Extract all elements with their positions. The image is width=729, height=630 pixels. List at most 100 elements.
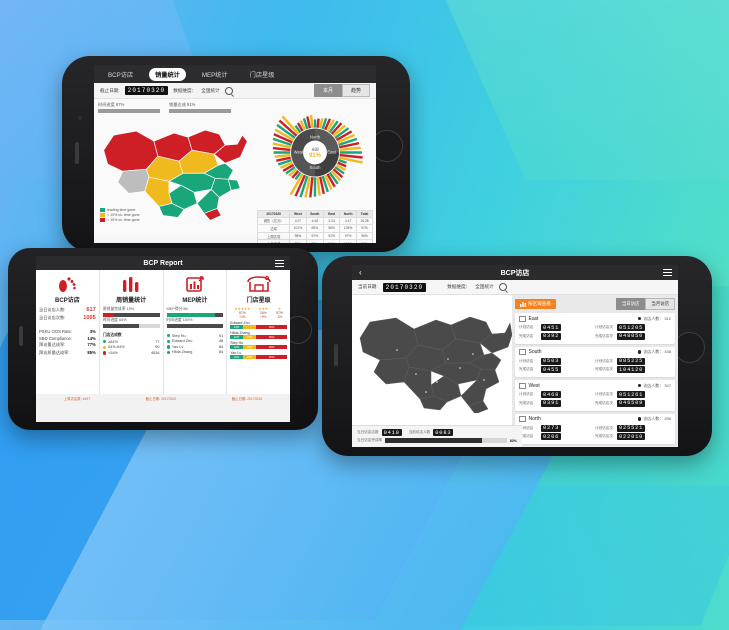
right-content: 当日访店店数 0410 当前访店人数 0083 当日访店完成率 80% xyxy=(352,295,678,447)
date-value[interactable]: 20170320 xyxy=(124,86,169,95)
tab-store-rating[interactable]: 门店星级 xyxy=(249,71,275,79)
th-4: North xyxy=(339,210,357,218)
radial-bar xyxy=(337,133,355,144)
region-header: North 访店人数： 258 xyxy=(519,416,671,422)
radial-chart[interactable]: North South West East 全国 91% xyxy=(257,101,373,204)
radial-bar xyxy=(330,122,343,135)
right-period-toggle: 当日访店 当月访店 xyxy=(615,298,675,310)
card-title: 门店星级 xyxy=(246,298,271,304)
tab-sales-stats[interactable]: 销量统计 xyxy=(149,67,186,81)
btn-today-visit[interactable]: 当日访店 xyxy=(615,298,646,310)
radial-panel: North South West East 全国 91% 20170320 We… xyxy=(254,99,376,243)
btn-this-month[interactable]: 本月 xyxy=(313,84,342,97)
metric-key: 拜访质量达成率: xyxy=(39,349,70,355)
table-cell: 4.07 xyxy=(289,216,307,226)
top-content: 时间进度 67% 销量达成 91% xyxy=(94,99,376,243)
region-row: 完成访店 0206 完成访店次 022010 xyxy=(519,433,671,440)
view-by-region-button[interactable]: 按区域查看 xyxy=(515,299,556,309)
metric-value: 77% xyxy=(87,342,96,347)
legend-item: < 10% vs. time gone xyxy=(100,213,140,217)
th-5: Total xyxy=(355,210,374,218)
radial-region-north: North xyxy=(310,135,321,140)
top-period-toggle: 本月 趋势 xyxy=(313,84,370,97)
radial-bar xyxy=(326,119,335,132)
radial-bar xyxy=(272,142,291,149)
dimension-value[interactable]: 全国统计 xyxy=(475,284,494,289)
radial-bar xyxy=(281,115,300,135)
tab-mep-stats[interactable]: MEP统计 xyxy=(201,71,228,79)
stars-pct: 24% xyxy=(259,311,267,315)
stacked-bar: 10% 20% 40% xyxy=(230,344,287,349)
china-choropleth-map[interactable]: leading time gone < 10% vs. time gone > … xyxy=(98,115,250,223)
region-people: 访店人数： 347 xyxy=(637,383,671,389)
hamburger-icon[interactable] xyxy=(275,260,284,267)
stars-delta: -3% xyxy=(276,315,283,319)
table-cell: 101% xyxy=(323,239,341,243)
row-num: 4516 xyxy=(151,350,160,355)
radial-bar xyxy=(339,156,363,164)
card-weekly-sales[interactable]: 周销量统计 周销量完成率 19% 时间进度 64% 门店达成数 ≥84% 77 5… xyxy=(100,270,164,394)
person-name: Yao Lv xyxy=(230,350,242,355)
chevron-left-icon[interactable]: ‹ xyxy=(359,267,362,277)
bar-segment: 40% xyxy=(256,344,287,349)
key-plan-store: 计划访店 xyxy=(519,325,534,329)
sub-title: 门店达成数 xyxy=(102,333,122,338)
region-list-panel: 按区域查看 当日访店 当月访店 East 访店人数： 312 计划访店 0451 计划访… xyxy=(512,295,678,447)
list-item: ≥84% 77 xyxy=(102,340,160,344)
date-value[interactable]: 20170320 xyxy=(382,282,427,292)
val-plan-visit: 085225 xyxy=(617,357,646,365)
card-bcp-visit[interactable]: BCP访店 当日访店人数: 617 当日访店次数: 1005 PSKU OOS Ra… xyxy=(36,270,100,394)
val-done-store: 0455 xyxy=(541,366,562,373)
region-card[interactable]: West 访店人数： 347 计划访店 0468 计划访店次 051261 完成访店 0391… xyxy=(515,380,675,411)
dimension-value[interactable]: 全国统计 xyxy=(201,87,220,93)
table-row: 上周达成 98% 97% 91% 97% 96% xyxy=(256,231,374,241)
search-icon[interactable] xyxy=(498,283,507,291)
card-mep-stats[interactable]: MEP统计 MEP得分 86 时间进度 100% Step Hu 91 Edwar… xyxy=(164,270,228,394)
radial-center-value: 91% xyxy=(309,153,322,159)
radial-bar xyxy=(328,120,339,134)
home-button[interactable] xyxy=(674,332,705,363)
bar-segment: 20% xyxy=(242,344,257,349)
bar-segment xyxy=(242,324,257,329)
tab-bcp-visit[interactable]: BCP访店 xyxy=(108,71,134,79)
footer-value-3: 80% xyxy=(509,438,517,443)
radial-bar xyxy=(294,174,306,197)
region-card[interactable]: East 访店人数： 312 计划访店 0451 计划访店次 051205 完成访店 0392… xyxy=(515,313,675,344)
radial-bar xyxy=(339,153,363,159)
region-name: East xyxy=(528,315,539,322)
report-cards: BCP访店 当日访店人数: 617 当日访店次数: 1005 PSKU OOS Ra… xyxy=(36,270,290,394)
metric-sbd: SBD Compliance: 14% xyxy=(39,336,96,341)
region-people: 访店人数： 438 xyxy=(637,349,671,355)
progress-time: 时间进度 67% xyxy=(98,102,160,113)
card-store-rating[interactable]: 门店星级 ★★★★★ 57% +3% ★★★ 24% +9% ★ 57% -3% Edwar… xyxy=(227,270,290,394)
date-label: 截止日期: xyxy=(100,87,120,93)
radial-bar xyxy=(338,137,358,146)
key-done-store: 完成访店 xyxy=(519,367,534,371)
table-cell: 97% xyxy=(339,231,357,241)
radial-bar xyxy=(335,130,353,142)
btn-month-visit[interactable]: 当月访店 xyxy=(645,298,675,310)
row-label: Yao Lv xyxy=(171,344,184,349)
person-name: Edward Zhu xyxy=(230,320,250,325)
key-plan-store: 计划访店 xyxy=(519,358,534,363)
radial-bar xyxy=(276,123,296,139)
hamburger-icon[interactable] xyxy=(663,269,672,276)
table-cell: 97% xyxy=(305,231,325,241)
key-done-visit: 完成访店次 xyxy=(595,333,613,338)
region-card[interactable]: North 访店人数： 258 计划访店 0273 计划访店次 025521 完成访店 020… xyxy=(515,413,675,444)
val-plan-store: 0451 xyxy=(541,324,562,331)
bar-segment: 23% xyxy=(242,354,257,359)
bar-segment: 10% xyxy=(230,354,243,359)
footer-note-0: 上周访店数: 4497 xyxy=(63,396,91,401)
legend-item: leading time gone xyxy=(100,208,140,212)
region-summary-table: 20170320 West South East North Total 销售（… xyxy=(256,210,374,243)
search-icon[interactable] xyxy=(224,86,233,95)
btn-trend[interactable]: 趋势 xyxy=(341,84,370,97)
key-done-store: 完成访店 xyxy=(519,400,534,405)
region-people: 访店人数： 258 xyxy=(637,416,671,422)
radial-bar xyxy=(277,159,292,166)
region-card[interactable]: South 访店人数： 438 计划访店 0503 计划访店次 085225 完成访店 045… xyxy=(515,346,675,377)
screen-mid: BCP Report BCP访店 当日访店人数: 617 当日访店次数: 1005 … xyxy=(36,256,290,422)
list-item: <54% 4516 xyxy=(102,350,160,355)
china-map-gray[interactable] xyxy=(352,301,513,415)
